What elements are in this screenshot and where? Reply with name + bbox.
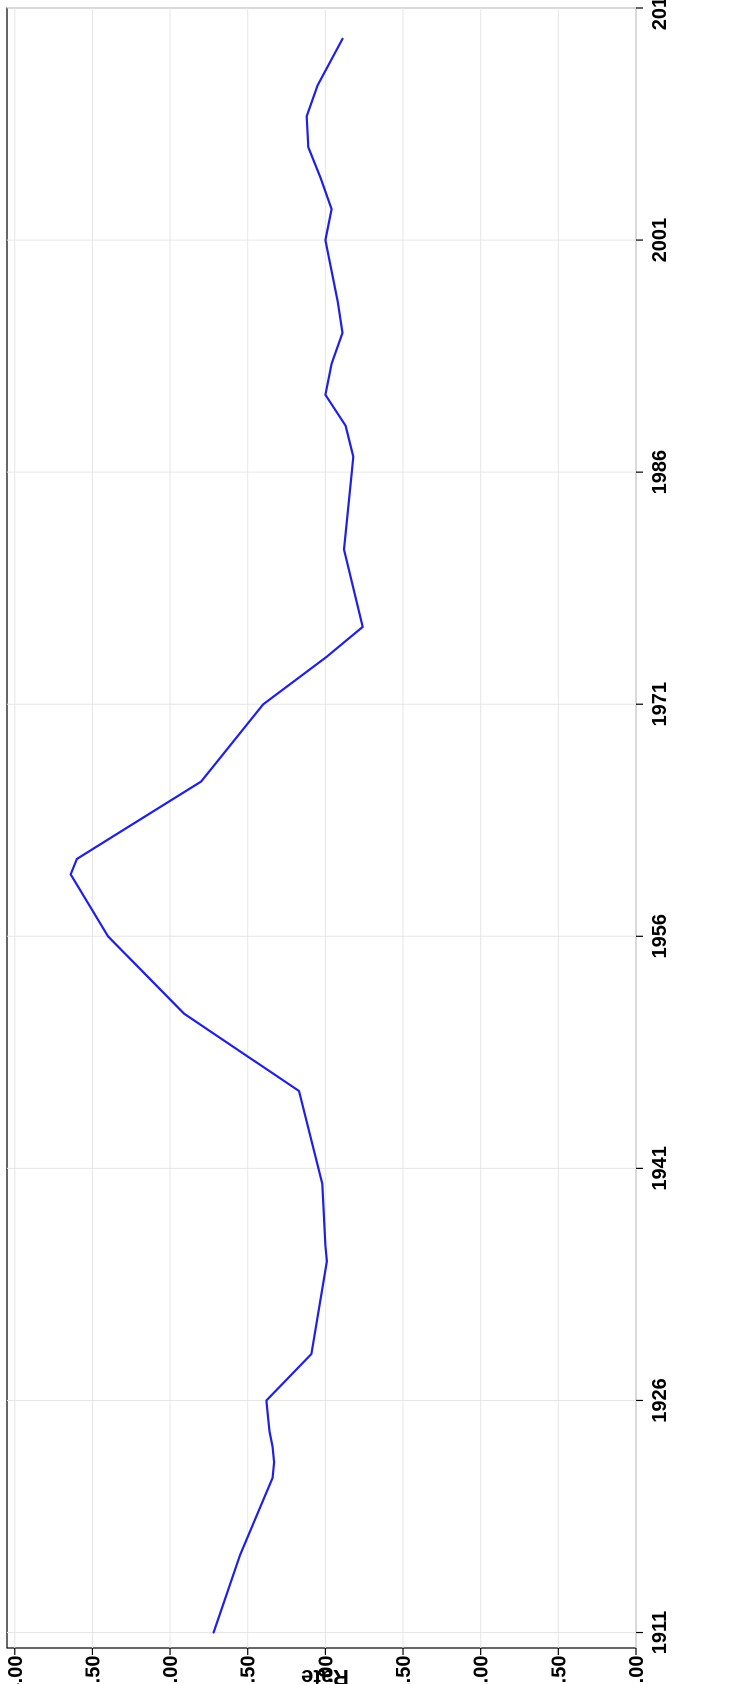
y-tick-label: 0.00 bbox=[626, 1656, 648, 1684]
y-tick-label: 3.00 bbox=[160, 1656, 182, 1684]
x-tick-label: 2001 bbox=[649, 218, 671, 263]
y-tick-label: 2.50 bbox=[238, 1656, 260, 1684]
x-tick-label: 1926 bbox=[649, 1378, 671, 1423]
y-tick-label: 0.50 bbox=[548, 1656, 570, 1684]
plot-area bbox=[6, 7, 637, 1649]
y-tick-label: 4.00 bbox=[5, 1656, 27, 1684]
x-tick-label: 1941 bbox=[649, 1146, 671, 1191]
grid-lines bbox=[7, 7, 637, 1648]
x-tick-label: 1911 bbox=[649, 1611, 671, 1654]
y-tick-label: 1.00 bbox=[471, 1656, 493, 1684]
x-tick-label: 1956 bbox=[649, 914, 671, 959]
x-tick-label: 1971 bbox=[649, 682, 671, 727]
y-tick-label: 3.50 bbox=[82, 1656, 104, 1684]
x-axis: 1911 1926 1941 1956 1971 1986 2001 2016 bbox=[636, 0, 671, 1654]
series-line bbox=[69, 37, 364, 1634]
y-tick-label: 1.50 bbox=[393, 1656, 415, 1684]
y-axis: 0.00 0.50 1.00 1.50 2.00 2.50 3.00 3.50 4.00 bbox=[5, 1648, 648, 1684]
y-axis-title: Rate bbox=[301, 1665, 349, 1684]
y-tick-label: 2.00 bbox=[315, 1656, 337, 1684]
x-tick-label: 1986 bbox=[649, 450, 671, 495]
series-layer bbox=[69, 37, 364, 1634]
x-tick-label: 2016 bbox=[649, 0, 671, 30]
